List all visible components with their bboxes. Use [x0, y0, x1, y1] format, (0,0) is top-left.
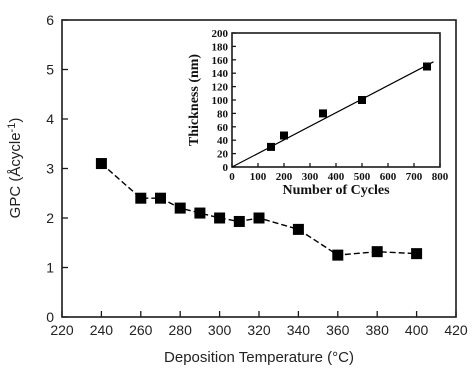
main-y-tick-label: 3 [46, 161, 54, 177]
inset-plot-frame [231, 32, 441, 168]
main-x-tick-label: 220 [50, 322, 74, 338]
main-y-tick-label: 4 [46, 111, 54, 127]
main-x-tick-label: 340 [287, 322, 311, 338]
inset-x-axis-label: Number of Cycles [282, 183, 390, 198]
inset-data-point [280, 131, 288, 140]
inset-y-axis-label: Thickness (nm) [187, 54, 202, 147]
main-x-tick-label: 280 [169, 322, 193, 338]
inset-x-tick-label: 0 [229, 171, 235, 183]
inset-x-tick-label: 800 [432, 171, 449, 183]
main-data-point [174, 202, 186, 214]
inset-data-point [358, 96, 366, 104]
inset-y-tick-label: 180 [212, 41, 229, 53]
inset-x-tick-label: 400 [328, 171, 345, 183]
inset-y-tick-label: 80 [217, 108, 229, 120]
main-y-tick-label: 6 [46, 12, 54, 28]
main-y-tick-label: 1 [46, 260, 54, 276]
inset-y-tick-label: 60 [217, 122, 229, 134]
inset-x-tick-label: 700 [406, 171, 423, 183]
main-series [95, 158, 423, 261]
main-y-tick-label: 0 [46, 309, 54, 325]
inset-y-tick-label: 160 [212, 55, 229, 67]
main-data-point [95, 158, 107, 170]
inset-y-tick-label: 100 [212, 95, 229, 107]
inset-x-tick-label: 500 [354, 171, 371, 183]
inset-x-tick-label: 200 [276, 171, 293, 183]
main-x-tick-label: 320 [247, 322, 271, 338]
main-data-point [135, 192, 147, 204]
inset-data-point [319, 109, 327, 118]
inset-chart: 0 100 200 300 400 500 600 700 800 02040608010012… [187, 28, 449, 198]
main-x-tick-label: 420 [444, 322, 468, 338]
inset-fit-line [231, 61, 434, 168]
inset-x-tick-label: 100 [250, 171, 267, 183]
inset-y-tick-label: 200 [212, 28, 229, 40]
main-x-ticks: 220 240 260 280 300 320 340 360 380 400 420 [50, 311, 468, 338]
main-data-point [155, 192, 166, 204]
main-y-tick-label: 5 [46, 62, 54, 78]
inset-y-tick-label: 0 [223, 162, 229, 174]
main-data-point [214, 212, 226, 224]
main-chart: 220 240 260 280 300 320 340 360 380 400 420 012345… [6, 12, 468, 366]
main-data-point [253, 212, 265, 224]
inset-y-tick-label: 140 [212, 68, 229, 80]
inset-x-ticks: 0 100 200 300 400 500 600 700 800 [229, 163, 449, 183]
main-x-tick-label: 300 [208, 322, 232, 338]
main-data-point [332, 249, 344, 261]
inset-data-point [423, 62, 431, 71]
inset-data-point [267, 142, 275, 151]
inset-y-tick-label: 20 [217, 149, 229, 161]
main-y-ticks: 0 1 2 3 4 5 6 [46, 12, 68, 325]
main-data-point [411, 248, 423, 260]
inset-y-tick-label: 40 [217, 135, 229, 147]
main-x-tick-label: 240 [90, 322, 114, 338]
inset-x-tick-label: 600 [380, 171, 397, 183]
main-data-point [371, 246, 383, 258]
main-y-tick-label: 2 [46, 210, 54, 226]
inset-y-tick-label: 120 [212, 82, 229, 94]
inset-x-tick-label: 300 [302, 171, 319, 183]
main-x-tick-label: 400 [405, 322, 429, 338]
main-x-tick-label: 360 [326, 322, 350, 338]
main-plot-frame [61, 19, 457, 318]
main-data-point [194, 207, 206, 219]
main-x-tick-label: 260 [129, 322, 153, 338]
main-data-point [233, 215, 245, 227]
main-data-point [292, 223, 304, 235]
main-x-tick-label: 380 [366, 322, 390, 338]
main-y-axis-label: GPC (Åcycle-1) [6, 118, 24, 219]
inset-series [231, 61, 434, 168]
main-x-axis-label: Deposition Temperature (°C) [164, 349, 354, 366]
